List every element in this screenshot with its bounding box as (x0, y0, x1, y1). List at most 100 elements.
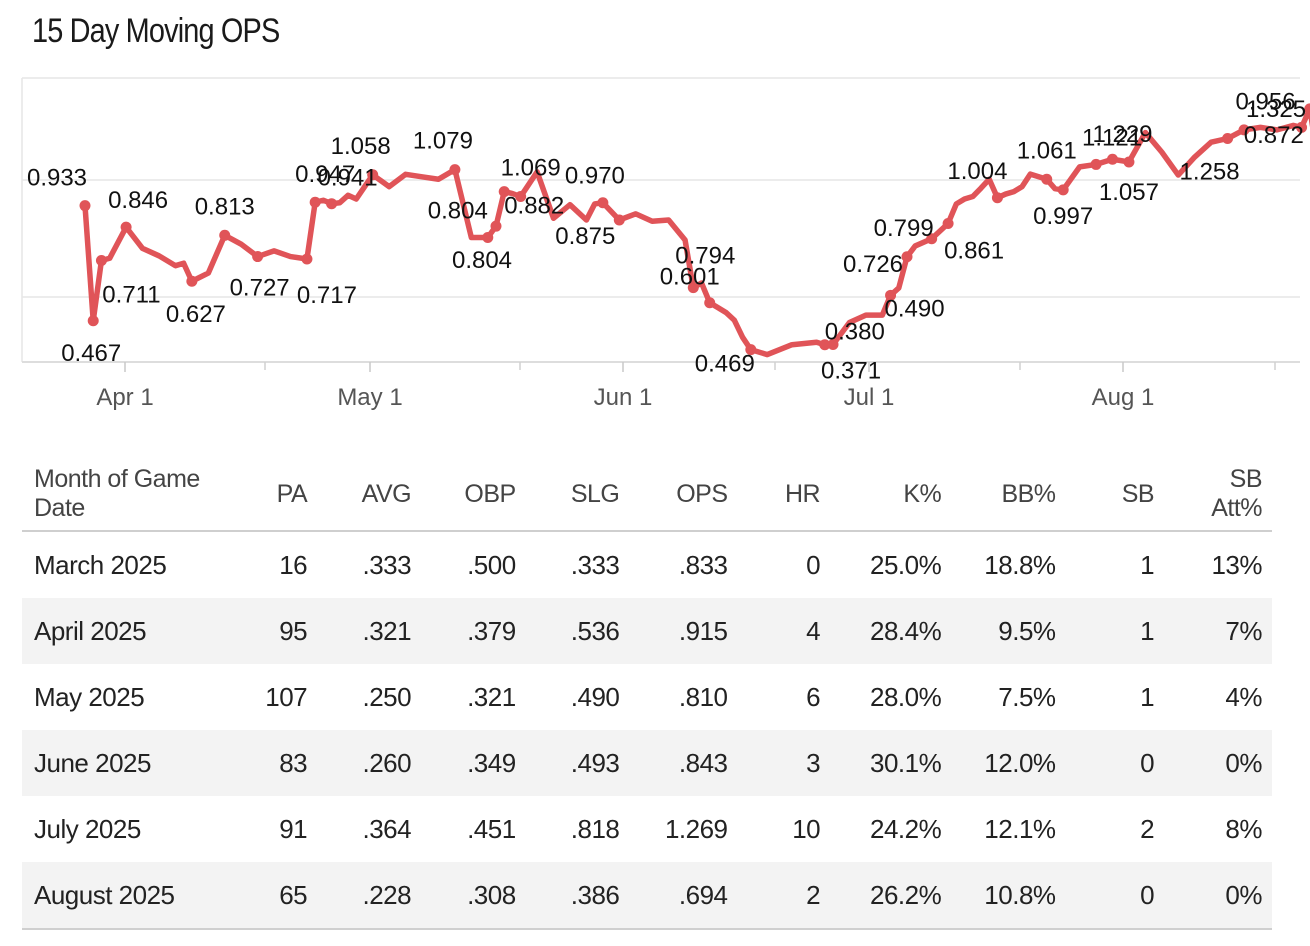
table-cell: .818 (570, 813, 620, 844)
data-label: 1.061 (1017, 137, 1077, 164)
column-header[interactable]: SB Att% (1164, 458, 1272, 532)
table-cell: 8% (1225, 813, 1262, 844)
data-point (901, 251, 913, 263)
data-label: 1.079 (413, 128, 473, 155)
table-row: April 2025 95.321.379.536.915 4 28.4% 9.5% 1 7… (22, 598, 1272, 664)
table-cell: 26.2% (830, 862, 952, 930)
data-label: 0.997 (1033, 203, 1093, 230)
table-cell: 3 (737, 730, 831, 796)
table-cell: 4% (1225, 681, 1262, 712)
data-label: 0.933 (27, 165, 87, 192)
data-label: 0.717 (297, 282, 357, 309)
table-cell: 28.0% (870, 681, 942, 712)
data-point (1041, 173, 1053, 185)
data-point (515, 191, 527, 203)
table-cell: 65 (225, 862, 318, 930)
data-point (704, 297, 716, 309)
data-point (490, 220, 502, 232)
table-cell: 9.5% (951, 598, 1066, 664)
data-label: 0.813 (195, 193, 255, 220)
data-point (1107, 153, 1118, 165)
table-cell: 12.0% (951, 730, 1066, 796)
ops-series (79, 103, 1310, 358)
data-label: 0.799 (874, 215, 934, 242)
table-cell: .321 (467, 681, 516, 712)
table-cell: May 2025 (34, 681, 145, 712)
table-cell: 1 (1065, 598, 1165, 664)
data-point (827, 338, 839, 350)
table-cell: 6 (806, 681, 821, 712)
data-label: 1.058 (331, 133, 391, 160)
table-cell: 7.5% (998, 681, 1056, 712)
table-row: March 2025 16 .333 .500 .333 .833 0 25.0% 18.8% 1… (22, 531, 1272, 598)
data-point (326, 198, 338, 210)
table-cell: .260 (317, 730, 422, 796)
data-label: 0.490 (885, 295, 945, 322)
data-label: 0.794 (675, 243, 735, 270)
data-point (309, 196, 321, 208)
data-label: 0.627 (166, 301, 226, 328)
table-cell: March 2025 (34, 549, 167, 580)
data-label: 0.380 (825, 319, 885, 346)
column-header[interactable]: HR (737, 458, 831, 532)
column-header[interactable]: Month of Game Date (22, 458, 226, 532)
data-label: 1.004 (947, 158, 1007, 185)
data-label: 0.601 (660, 264, 720, 291)
table-cell: .321 (317, 598, 422, 664)
table-row: July 2025 91 .364 .451 .818 1.269 10 24.2% 12.1%… (22, 796, 1272, 862)
column-header[interactable]: SLG (525, 458, 630, 532)
data-label: 1.229 (1092, 121, 1152, 148)
table-cell: 13% (1211, 549, 1262, 580)
column-header[interactable]: OBP (421, 458, 526, 532)
data-point (482, 232, 494, 244)
table-cell: 2 (737, 862, 831, 930)
data-point (219, 229, 231, 241)
data-point (885, 289, 897, 301)
column-header[interactable]: OPS (629, 458, 738, 532)
table-cell: July 2025 (34, 813, 141, 844)
data-point (687, 282, 699, 294)
data-label: 0.467 (61, 340, 121, 367)
table-body: March 2025 16.333.500.333.833 0 25.0% 18.8% 1… (22, 531, 1272, 930)
table-cell: .308 (421, 862, 526, 930)
table-cell: 1 (1140, 549, 1155, 580)
column-header[interactable]: BB% (951, 458, 1066, 532)
column-header[interactable]: AVG (317, 458, 422, 532)
data-point (252, 251, 264, 263)
x-tick-label: Jul 1 (844, 384, 895, 411)
data-point (1296, 121, 1308, 133)
data-point (95, 255, 107, 267)
data-point (1123, 156, 1135, 168)
data-label: 0.875 (555, 223, 615, 250)
table-cell: 0% (1164, 730, 1272, 796)
table-cell: .536 (525, 598, 630, 664)
chart-grid (21, 77, 1300, 363)
table-row: June 2025 83.260.349.493.843 3 30.1% 12.0% 0 0… (22, 730, 1272, 796)
table-cell: 12.1% (984, 813, 1056, 844)
table-cell: .349 (421, 730, 526, 796)
table-cell: 10 (792, 813, 821, 844)
x-axis: Apr 1 May 1 Jun 1 Jul 1 Aug 1 (96, 362, 1276, 411)
table-row: May 2025 107 .250 .321 .490 .810 6 28.0% 7.5% 1 4% (22, 664, 1272, 730)
data-point (186, 275, 198, 287)
data-point (597, 197, 609, 209)
column-header[interactable]: PA (225, 458, 318, 532)
table-cell: 0 (1065, 862, 1165, 930)
data-point (926, 233, 938, 245)
column-header[interactable]: K% (830, 458, 952, 532)
data-point (613, 214, 625, 226)
table-cell: .500 (467, 549, 516, 580)
data-point (79, 200, 91, 212)
table-cell: 1.269 (664, 813, 728, 844)
data-label: 0.882 (504, 193, 564, 220)
table-cell: 107 (265, 681, 308, 712)
data-label: 1.057 (1099, 179, 1159, 206)
data-label: 1.121 (1082, 124, 1142, 151)
table-header: Month of Game Date PA AVG OBP SLG OPS HR K% BB% S… (22, 458, 1272, 532)
data-label: 1.069 (501, 155, 561, 182)
table-cell: 16 (279, 549, 308, 580)
table-cell: .810 (678, 681, 728, 712)
column-header[interactable]: SB (1065, 458, 1165, 532)
data-point (991, 192, 1003, 204)
table-cell: .490 (570, 681, 620, 712)
